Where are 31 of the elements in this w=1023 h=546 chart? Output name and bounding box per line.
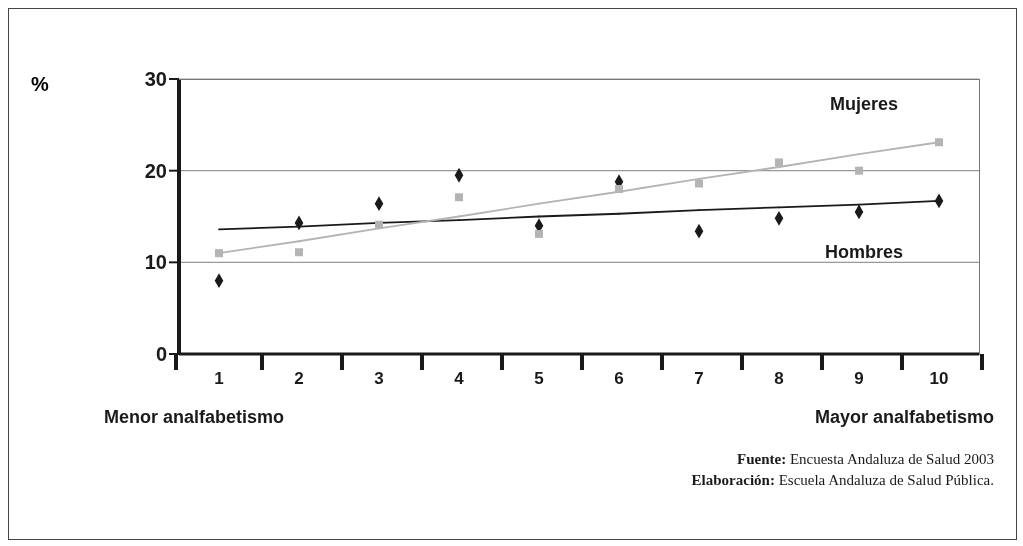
point xyxy=(695,179,703,188)
point xyxy=(215,249,223,258)
x-tick-label: 1 xyxy=(214,369,224,388)
point xyxy=(295,248,303,257)
y-tick-label: 0 xyxy=(155,343,167,366)
text: Mayor analfabetismo xyxy=(814,407,994,428)
x-tick-label: 10 xyxy=(929,369,949,388)
y-axis-title: % xyxy=(31,73,49,96)
point xyxy=(775,158,783,167)
point xyxy=(855,166,863,175)
text: Mujeres xyxy=(829,93,899,114)
point xyxy=(455,193,463,202)
y-tick-label: 30 xyxy=(144,68,167,91)
source-note: Fuente: Encuesta Andaluza de Salud 2003 xyxy=(736,451,994,467)
x-tick-label: 2 xyxy=(294,369,304,388)
x-tick-label: 9 xyxy=(854,369,864,388)
x-tick-label: 5 xyxy=(534,369,544,388)
y-tick-label: 10 xyxy=(144,251,167,274)
x-tick-label: 7 xyxy=(694,369,704,388)
text: Elaboración: Escuela Andaluza de Salud Pública. xyxy=(691,472,994,488)
point xyxy=(615,185,623,193)
text: Menor analfabetismo xyxy=(104,407,285,428)
x-tick-label: 8 xyxy=(774,369,784,388)
x-tick-label: 3 xyxy=(374,369,384,388)
x-tick-label: 4 xyxy=(454,369,465,388)
y-tick-label: 20 xyxy=(144,159,167,182)
x-tick-label: 6 xyxy=(614,369,624,388)
series-label: Hombres xyxy=(824,242,904,263)
point xyxy=(935,138,943,147)
point xyxy=(535,229,543,238)
point xyxy=(375,220,383,229)
